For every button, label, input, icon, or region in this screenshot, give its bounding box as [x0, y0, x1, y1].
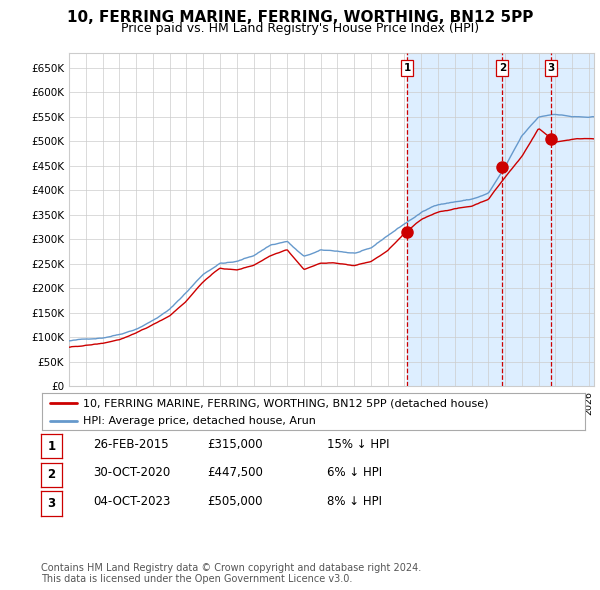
Text: This data is licensed under the Open Government Licence v3.0.: This data is licensed under the Open Gov… [41, 574, 352, 584]
Bar [407, 53, 594, 386]
Text: 3: 3 [548, 63, 555, 73]
Text: 30-OCT-2020: 30-OCT-2020 [93, 466, 170, 480]
Text: 1: 1 [403, 63, 410, 73]
Text: 10, FERRING MARINE, FERRING, WORTHING, BN12 5PP (detached house): 10, FERRING MARINE, FERRING, WORTHING, B… [83, 398, 488, 408]
Text: 6% ↓ HPI: 6% ↓ HPI [327, 466, 382, 480]
Text: £315,000: £315,000 [207, 438, 263, 451]
Text: 2: 2 [47, 468, 55, 481]
Text: 3: 3 [47, 497, 55, 510]
Text: 04-OCT-2023: 04-OCT-2023 [93, 495, 170, 509]
Text: £505,000: £505,000 [207, 495, 263, 509]
Text: 8% ↓ HPI: 8% ↓ HPI [327, 495, 382, 509]
Text: 1: 1 [47, 440, 55, 453]
Bar [572, 53, 594, 386]
Text: 2: 2 [499, 63, 506, 73]
Text: 15% ↓ HPI: 15% ↓ HPI [327, 438, 389, 451]
Text: 26-FEB-2015: 26-FEB-2015 [93, 438, 169, 451]
Text: Contains HM Land Registry data © Crown copyright and database right 2024.: Contains HM Land Registry data © Crown c… [41, 563, 421, 573]
Text: HPI: Average price, detached house, Arun: HPI: Average price, detached house, Arun [83, 416, 316, 426]
Text: 10, FERRING MARINE, FERRING, WORTHING, BN12 5PP: 10, FERRING MARINE, FERRING, WORTHING, B… [67, 10, 533, 25]
Text: Price paid vs. HM Land Registry's House Price Index (HPI): Price paid vs. HM Land Registry's House … [121, 22, 479, 35]
Text: £447,500: £447,500 [207, 466, 263, 480]
